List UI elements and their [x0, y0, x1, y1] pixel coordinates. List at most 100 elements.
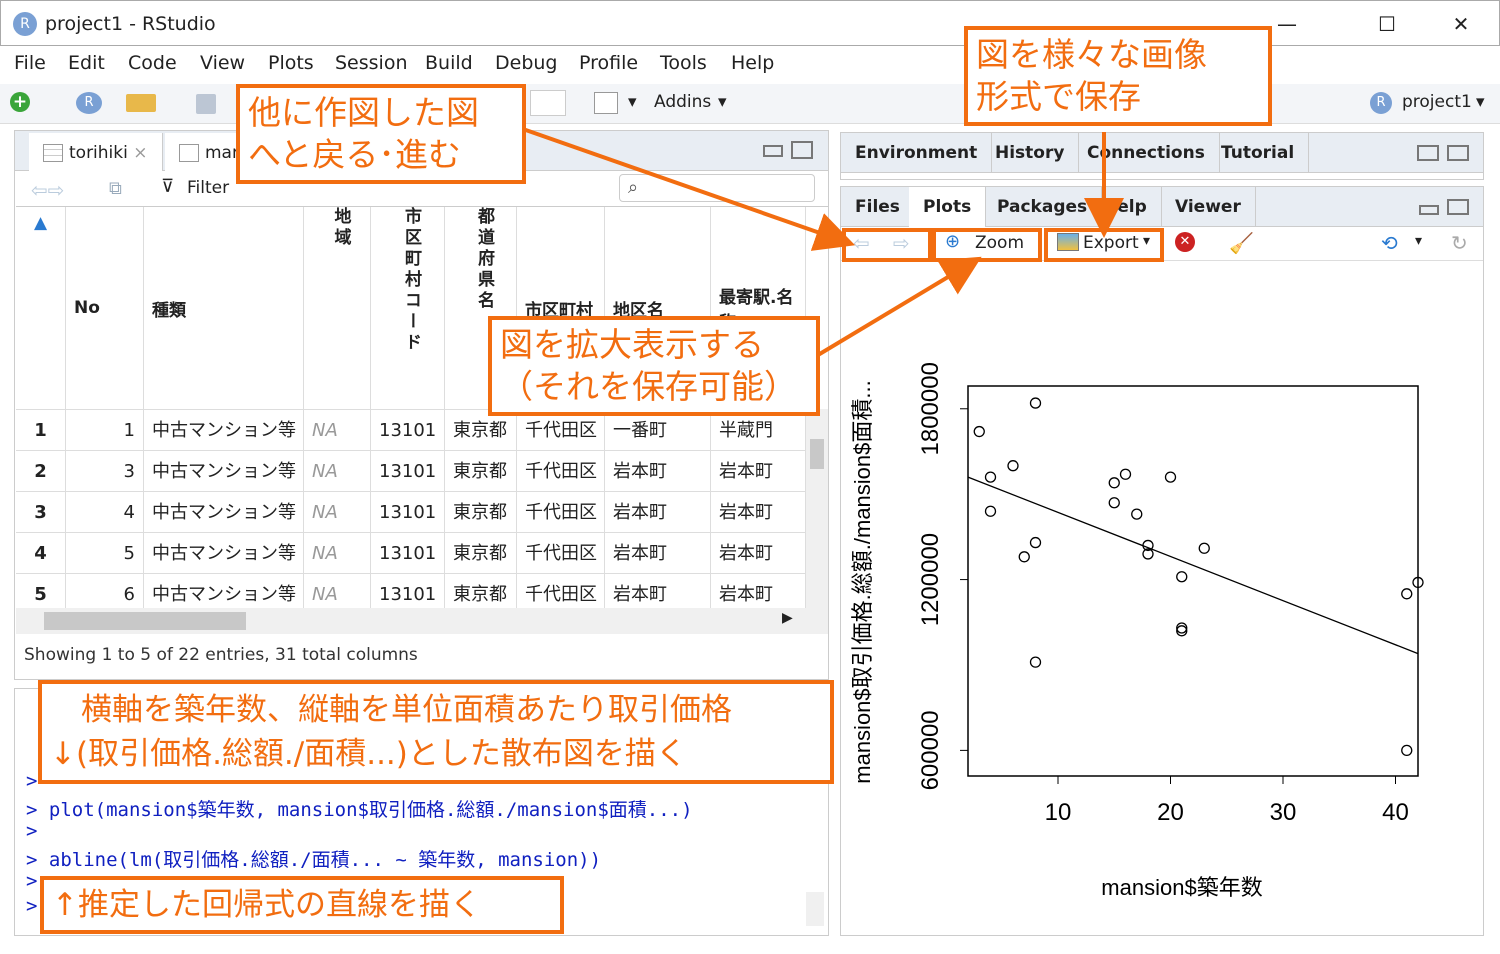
back-arrow-icon[interactable]: ⇦⇨ — [31, 178, 65, 202]
callout-export: 図を様々な画像 形式で保存 — [964, 26, 1272, 126]
x-axis-label: mansion$築年数 — [1101, 875, 1262, 900]
zoom-button[interactable]: Zoom — [975, 233, 1025, 253]
new-file-icon[interactable]: + — [10, 92, 30, 112]
horizontal-scrollbar[interactable]: ▶ — [16, 608, 828, 634]
menu-tools[interactable]: Tools — [660, 52, 707, 74]
col-header-kind[interactable]: 種類 — [144, 207, 304, 409]
tab-history[interactable]: History — [981, 133, 1080, 173]
grid-layout-icon[interactable] — [594, 92, 618, 114]
window-title: project1 - RStudio — [45, 13, 216, 35]
table-cell: 岩本町 — [605, 492, 711, 533]
scrollbar-thumb[interactable] — [44, 612, 246, 630]
tab-viewer[interactable]: Viewer — [1161, 187, 1256, 227]
minimize-icon[interactable]: — — [1277, 12, 1297, 36]
previous-plot-icon[interactable]: ⇦ — [853, 231, 870, 255]
maximize-pane-icon[interactable] — [791, 141, 813, 159]
chevron-down-icon[interactable]: ▾ — [628, 92, 637, 112]
minimize-pane-icon[interactable] — [1419, 205, 1439, 215]
tab-environment[interactable]: Environment — [841, 133, 993, 173]
table-row: 1 1 中古マンション等 NA 13101 東京都 千代田区 一番町 半蔵門 — [16, 409, 806, 451]
publish-icon[interactable]: ⟲ — [1381, 231, 1398, 255]
chevron-down-icon[interactable]: ▾ — [718, 92, 727, 112]
data-point — [1142, 548, 1154, 560]
menu-build[interactable]: Build — [425, 52, 473, 74]
export-image-icon — [1057, 233, 1079, 251]
menu-session[interactable]: Session — [335, 52, 408, 74]
tab-connections[interactable]: Connections — [1073, 133, 1220, 173]
data-point — [1007, 460, 1019, 472]
chevron-down-icon[interactable]: ▾ — [1143, 233, 1151, 249]
broom-icon[interactable]: 🧹 — [1229, 231, 1254, 255]
close-tab-icon[interactable]: × — [133, 143, 148, 163]
maximize-pane-icon[interactable] — [1447, 145, 1469, 161]
menu-file[interactable]: File — [14, 52, 46, 74]
popout-icon[interactable]: ⧉ — [109, 178, 122, 199]
table-cell: 千代田区 — [517, 533, 605, 574]
menu-profile[interactable]: Profile — [579, 52, 639, 74]
table-cell: 13101 — [371, 492, 445, 533]
new-project-icon[interactable]: R — [76, 92, 102, 114]
next-plot-icon[interactable]: ⇨ — [893, 231, 910, 255]
filter-icon[interactable]: ⊽ — [161, 176, 175, 197]
row-index: 2 — [16, 451, 66, 492]
filter-button[interactable]: Filter — [187, 178, 230, 198]
open-folder-icon[interactable] — [126, 94, 156, 112]
table-cell: NA — [304, 492, 371, 533]
refresh-icon[interactable]: ↻ — [1451, 231, 1468, 255]
col-header-city-code[interactable]: 市区町村コード — [371, 207, 445, 409]
table-cell: 13101 — [371, 451, 445, 492]
menu-debug[interactable]: Debug — [495, 52, 558, 74]
export-button[interactable]: Export — [1083, 233, 1139, 253]
restore-pane-icon[interactable] — [1447, 199, 1469, 215]
tab-tutorial[interactable]: Tutorial — [1207, 133, 1310, 173]
regression-line — [967, 476, 1419, 655]
project-menu[interactable]: project1 — [1402, 92, 1472, 112]
table-cell: 千代田区 — [517, 451, 605, 492]
scatter-plot: 10 20 30 40 600000 1200000 1800000 mansion$築年数… — [850, 362, 1424, 900]
vertical-scrollbar[interactable] — [806, 409, 828, 609]
row-index: 1 — [16, 410, 66, 451]
menu-help[interactable]: Help — [731, 52, 775, 74]
table-cell: 1 — [66, 410, 144, 451]
remove-plot-icon[interactable]: ✕ — [1175, 232, 1195, 252]
chevron-down-icon[interactable]: ▾ — [1415, 233, 1423, 249]
data-point — [984, 505, 997, 517]
data-point — [1119, 468, 1132, 480]
col-header-no[interactable]: No — [66, 207, 144, 409]
table-cell: 千代田区 — [517, 492, 605, 533]
go-to-file-input[interactable] — [530, 90, 566, 116]
minimize-pane-icon[interactable] — [763, 145, 783, 157]
y-tick-label: 1200000 — [917, 533, 944, 626]
row-index: 5 — [16, 574, 66, 615]
tab-plots[interactable]: Plots — [909, 187, 987, 227]
data-point — [1029, 536, 1042, 549]
addins-menu[interactable]: Addins — [654, 92, 712, 112]
menu-view[interactable]: View — [200, 52, 246, 74]
search-input[interactable]: ⌕ — [619, 174, 815, 202]
sort-indicator-icon[interactable]: ▲ — [16, 207, 66, 409]
menu-plots[interactable]: Plots — [268, 52, 314, 74]
close-icon[interactable]: ✕ — [1452, 12, 1470, 36]
x-tick-label: 10 — [1045, 799, 1072, 826]
plot-frame — [967, 385, 1419, 777]
maximize-icon[interactable]: ☐ — [1378, 12, 1396, 36]
plots-pane — [840, 186, 1484, 936]
restore-pane-icon[interactable] — [1417, 145, 1439, 161]
table-cell: 岩本町 — [711, 533, 806, 574]
data-point — [984, 471, 997, 483]
console-line: > — [26, 870, 38, 892]
env-tab-bar: Environment History Connections Tutorial — [841, 133, 1483, 173]
table-cell: NA — [304, 451, 371, 492]
save-icon[interactable] — [196, 94, 216, 114]
scroll-right-icon[interactable]: ▶ — [782, 610, 793, 626]
console-line: > plot(mansion$築年数, mansion$取引価格.総額./man… — [26, 799, 693, 821]
menu-code[interactable]: Code — [128, 52, 177, 74]
console-scrollbar[interactable] — [806, 892, 824, 926]
menu-edit[interactable]: Edit — [68, 52, 105, 74]
col-header-region[interactable]: 地域 — [304, 207, 371, 409]
table-cell: 中古マンション等 — [144, 574, 304, 615]
chevron-down-icon[interactable]: ▾ — [1476, 92, 1485, 112]
x-tick-label: 20 — [1157, 799, 1184, 826]
tab-torihiki[interactable]: torihiki × — [29, 133, 163, 171]
